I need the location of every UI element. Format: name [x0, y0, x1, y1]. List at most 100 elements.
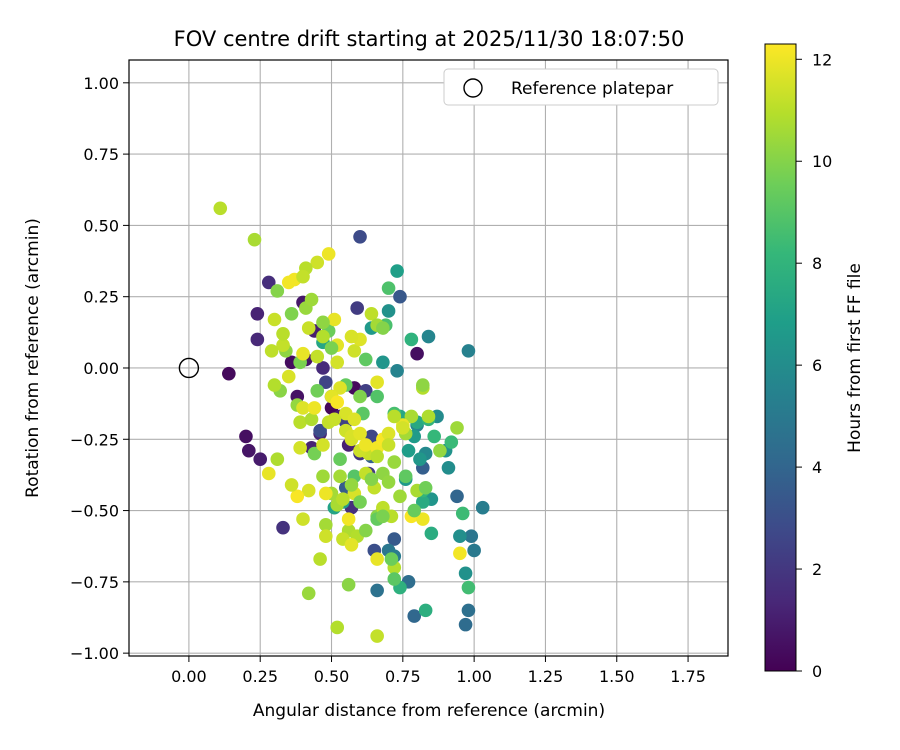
- data-point: [404, 409, 419, 424]
- data-point: [444, 435, 459, 449]
- colorbar-tick-label: 2: [812, 560, 822, 579]
- data-point: [393, 489, 407, 504]
- data-point: [330, 355, 345, 370]
- data-point: [284, 478, 299, 492]
- data-point: [344, 329, 359, 344]
- data-point: [415, 378, 430, 392]
- data-point: [316, 438, 330, 452]
- data-point: [387, 572, 402, 586]
- data-points: [213, 201, 490, 643]
- data-point: [376, 321, 390, 335]
- data-point: [453, 546, 467, 561]
- data-point: [418, 480, 433, 495]
- data-point: [333, 469, 347, 484]
- colorbar-tick-label: 8: [812, 254, 822, 273]
- data-point: [319, 486, 333, 501]
- data-point: [455, 506, 470, 521]
- data-point: [253, 452, 268, 467]
- x-tick-label: 0.75: [385, 667, 421, 686]
- data-point: [467, 543, 481, 558]
- data-point: [475, 500, 490, 515]
- data-point: [364, 472, 379, 486]
- x-tick-label: 1.75: [670, 667, 706, 686]
- data-point: [296, 512, 310, 526]
- data-point: [370, 389, 384, 404]
- data-point: [296, 346, 310, 361]
- data-point: [427, 429, 442, 444]
- data-point: [267, 378, 282, 392]
- data-point: [396, 421, 410, 435]
- data-point: [376, 355, 390, 370]
- data-point: [321, 247, 336, 261]
- data-point: [284, 306, 299, 321]
- data-point: [381, 281, 396, 295]
- data-point: [381, 304, 396, 318]
- y-tick-label: 0.75: [83, 145, 119, 164]
- data-point: [264, 344, 279, 358]
- colorbar-ticks: 0 2 4 6 8 10 12: [796, 50, 832, 681]
- data-point: [276, 338, 290, 352]
- data-point: [301, 586, 316, 601]
- data-point: [393, 289, 407, 304]
- data-point: [307, 446, 322, 461]
- x-axis-label: Angular distance from reference (arcmin): [253, 701, 605, 721]
- data-point: [453, 529, 467, 544]
- data-point: [261, 466, 276, 481]
- y-tick-label: 0.00: [83, 359, 119, 378]
- data-point: [316, 329, 330, 344]
- data-point: [239, 429, 253, 444]
- data-point: [276, 520, 290, 535]
- data-point: [415, 495, 430, 509]
- y-tick-label: −0.25: [70, 430, 119, 449]
- data-point: [381, 438, 396, 452]
- data-point: [387, 409, 402, 424]
- x-tick-label: 1.00: [456, 667, 492, 686]
- data-point: [421, 409, 436, 424]
- data-point: [370, 552, 384, 566]
- data-point: [313, 423, 327, 438]
- x-tick-label: 0.25: [242, 667, 278, 686]
- data-point: [301, 321, 316, 335]
- data-point: [404, 332, 419, 347]
- data-point: [458, 617, 473, 632]
- data-point: [370, 375, 384, 390]
- data-point: [407, 503, 422, 518]
- data-point: [387, 532, 402, 546]
- data-point: [353, 230, 367, 244]
- y-axis-ticks: 1.00 0.75 0.50 0.25 0.00 −0.25 −0.50 −0.75 −1.00: [70, 74, 129, 663]
- chart-title: FOV centre drift starting at 2025/11/30 …: [174, 27, 685, 51]
- data-point: [293, 415, 307, 429]
- data-point: [267, 312, 282, 327]
- reference-point: [178, 357, 200, 379]
- data-point: [407, 609, 422, 623]
- y-tick-label: 1.00: [83, 74, 119, 93]
- data-point: [319, 529, 333, 544]
- data-point: [341, 577, 356, 592]
- y-tick-label: −1.00: [70, 644, 119, 663]
- data-point: [319, 518, 333, 532]
- data-point: [376, 509, 390, 524]
- reference-marker: [178, 357, 200, 379]
- colorbar-tick-label: 0: [812, 662, 822, 681]
- data-point: [350, 301, 364, 315]
- data-point: [250, 332, 265, 347]
- x-axis-ticks: 0.00 0.25 0.50 0.75 1.00 1.25 1.50 1.75: [171, 656, 706, 686]
- data-point: [464, 529, 479, 544]
- data-point: [336, 492, 350, 506]
- data-point: [319, 375, 333, 390]
- y-tick-label: 0.25: [83, 288, 119, 307]
- data-point: [242, 443, 256, 458]
- data-point: [310, 349, 325, 364]
- data-point: [333, 381, 347, 395]
- data-point: [296, 401, 310, 415]
- data-point: [353, 389, 367, 404]
- data-point: [344, 478, 359, 492]
- data-point: [424, 526, 439, 541]
- data-point: [296, 269, 310, 284]
- data-point: [450, 489, 464, 504]
- data-point: [450, 421, 464, 435]
- colorbar-tick-label: 10: [812, 152, 832, 171]
- data-point: [290, 489, 305, 504]
- data-point: [381, 426, 396, 441]
